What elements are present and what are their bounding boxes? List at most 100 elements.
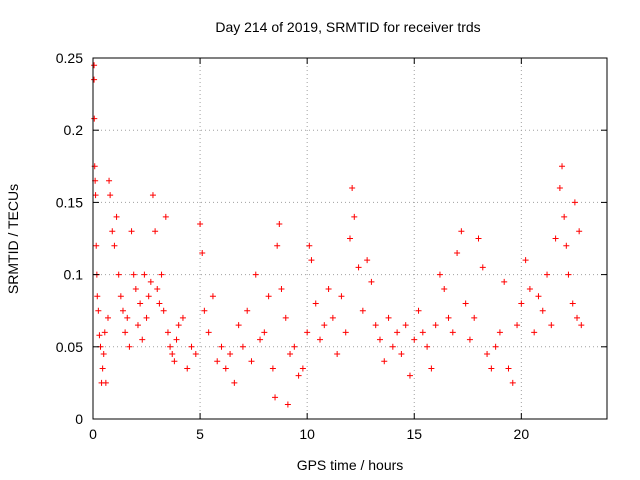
data-point — [432, 322, 439, 329]
data-point — [359, 307, 366, 314]
data-point — [276, 221, 283, 228]
data-point — [424, 343, 431, 350]
data-point — [381, 358, 388, 365]
data-point — [514, 322, 521, 329]
data-point — [179, 314, 186, 321]
data-point — [205, 329, 212, 336]
data-point — [569, 300, 576, 307]
data-point — [104, 314, 111, 321]
data-point — [92, 192, 99, 199]
x-tick-label: 20 — [514, 426, 530, 442]
data-point — [295, 372, 302, 379]
data-point — [95, 307, 102, 314]
data-point — [488, 365, 495, 372]
data-point — [471, 314, 478, 321]
data-point — [91, 76, 98, 83]
data-point — [441, 286, 448, 293]
data-point — [505, 365, 512, 372]
data-point — [492, 343, 499, 350]
data-point — [539, 307, 546, 314]
data-point — [122, 329, 129, 336]
data-point — [100, 351, 107, 358]
data-point — [192, 351, 199, 358]
data-point — [173, 336, 180, 343]
data-point — [518, 300, 525, 307]
plot-frame — [92, 57, 608, 420]
data-point — [119, 307, 126, 314]
data-point — [385, 314, 392, 321]
data-point — [265, 293, 272, 300]
data-point — [269, 365, 276, 372]
data-point — [218, 343, 225, 350]
data-point — [299, 365, 306, 372]
data-point — [342, 329, 349, 336]
data-point — [347, 235, 353, 242]
data-point — [111, 242, 118, 249]
data-point — [158, 271, 165, 278]
data-point — [160, 307, 167, 314]
data-point — [214, 358, 221, 365]
data-point — [128, 228, 135, 235]
data-point — [321, 322, 328, 329]
data-point — [479, 264, 486, 271]
data-point — [96, 332, 103, 339]
data-point — [411, 336, 418, 343]
data-point — [389, 343, 396, 350]
y-tick-label: 0.05 — [56, 339, 83, 355]
y-tick-label: 0.1 — [64, 267, 84, 283]
data-point — [115, 271, 122, 278]
x-tick-label: 15 — [406, 426, 422, 442]
data-point — [445, 314, 452, 321]
data-point — [449, 329, 456, 336]
data-point — [274, 242, 281, 249]
data-point — [509, 379, 516, 386]
data-point — [574, 314, 581, 321]
data-point — [548, 322, 555, 329]
data-point — [109, 228, 116, 235]
data-point — [102, 379, 109, 386]
x-tick-label: 0 — [89, 426, 97, 442]
data-point — [349, 184, 356, 191]
data-point — [169, 351, 176, 358]
data-point — [287, 351, 294, 358]
data-point — [93, 242, 100, 249]
data-point — [175, 322, 182, 329]
x-axis-label: GPS time / hours — [297, 457, 404, 473]
x-tick-label: 10 — [299, 426, 315, 442]
data-point — [462, 300, 469, 307]
data-point — [484, 351, 491, 358]
data-point — [454, 249, 461, 256]
data-point — [188, 343, 195, 350]
data-point — [126, 343, 133, 350]
data-point — [501, 278, 508, 285]
data-point — [398, 351, 405, 358]
axis-ticks: 0 5 10 15 20 0 0.05 0.1 0.15 0.2 0.25 — [56, 50, 607, 442]
data-point — [147, 278, 154, 285]
data-point — [248, 358, 255, 365]
data-point — [252, 271, 259, 278]
data-point — [496, 329, 503, 336]
data-point — [466, 336, 473, 343]
data-point — [272, 394, 279, 401]
y-tick-label: 0.25 — [56, 50, 83, 66]
data-point — [522, 257, 529, 264]
data-point — [261, 329, 268, 336]
data-point — [149, 192, 156, 199]
data-point — [222, 365, 229, 372]
data-point — [576, 228, 583, 235]
data-point — [368, 278, 375, 285]
data-point — [475, 235, 482, 242]
data-point — [351, 213, 358, 220]
data-point — [563, 242, 570, 249]
data-point — [139, 336, 146, 343]
data-point — [531, 329, 538, 336]
data-point — [338, 293, 345, 300]
data-point — [571, 199, 578, 206]
data-point — [199, 249, 206, 256]
data-point — [308, 257, 315, 264]
data-point — [94, 293, 101, 300]
data-point — [141, 271, 148, 278]
gridlines — [93, 57, 607, 419]
data-point — [364, 257, 371, 264]
data-point — [130, 271, 137, 278]
